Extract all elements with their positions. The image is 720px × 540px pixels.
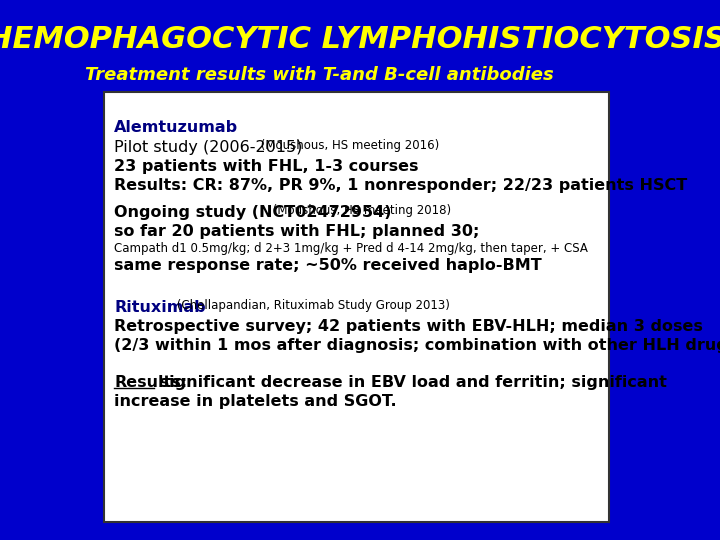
Text: Pilot study (2006-2015): Pilot study (2006-2015) bbox=[114, 140, 302, 155]
Text: Alemtuzumab: Alemtuzumab bbox=[114, 120, 238, 135]
Text: 23 patients with FHL, 1-3 courses: 23 patients with FHL, 1-3 courses bbox=[114, 159, 418, 174]
Text: (Moushous, HS meeting 2018): (Moushous, HS meeting 2018) bbox=[269, 204, 451, 217]
FancyBboxPatch shape bbox=[104, 92, 609, 522]
Text: Treatment results with T-and B-cell antibodies: Treatment results with T-and B-cell anti… bbox=[85, 66, 554, 84]
Text: Campath d1 0.5mg/kg; d 2+3 1mg/kg + Pred d 4-14 2mg/kg, then taper, + CSA: Campath d1 0.5mg/kg; d 2+3 1mg/kg + Pred… bbox=[114, 242, 588, 255]
Text: Rituximab: Rituximab bbox=[114, 300, 206, 315]
Text: Ongoing study (NCT02472954): Ongoing study (NCT02472954) bbox=[114, 205, 392, 220]
Text: (2/3 within 1 mos after diagnosis; combination with other HLH drugs): (2/3 within 1 mos after diagnosis; combi… bbox=[114, 338, 720, 353]
Text: increase in platelets and SGOT.: increase in platelets and SGOT. bbox=[114, 394, 397, 409]
Text: Results: CR: 87%, PR 9%, 1 nonresponder; 22/23 patients HSCT: Results: CR: 87%, PR 9%, 1 nonresponder;… bbox=[114, 178, 688, 193]
Text: (Moushous, HS meeting 2016): (Moushous, HS meeting 2016) bbox=[257, 139, 439, 152]
Text: so far 20 patients with FHL; planned 30;: so far 20 patients with FHL; planned 30; bbox=[114, 224, 480, 239]
Text: Retrospective survey; 42 patients with EBV-HLH; median 3 doses: Retrospective survey; 42 patients with E… bbox=[114, 319, 703, 334]
FancyBboxPatch shape bbox=[91, 0, 623, 100]
Text: HEMOPHAGOCYTIC LYMPHOHISTIOCYTOSIS: HEMOPHAGOCYTIC LYMPHOHISTIOCYTOSIS bbox=[0, 25, 720, 55]
Text: (Chellapandian, Rituximab Study Group 2013): (Chellapandian, Rituximab Study Group 20… bbox=[174, 299, 450, 312]
Text: same response rate; ~50% received haplo-BMT: same response rate; ~50% received haplo-… bbox=[114, 258, 542, 273]
Text: significant decrease in EBV load and ferritin; significant: significant decrease in EBV load and fer… bbox=[154, 375, 667, 390]
Text: Results:: Results: bbox=[114, 375, 187, 390]
